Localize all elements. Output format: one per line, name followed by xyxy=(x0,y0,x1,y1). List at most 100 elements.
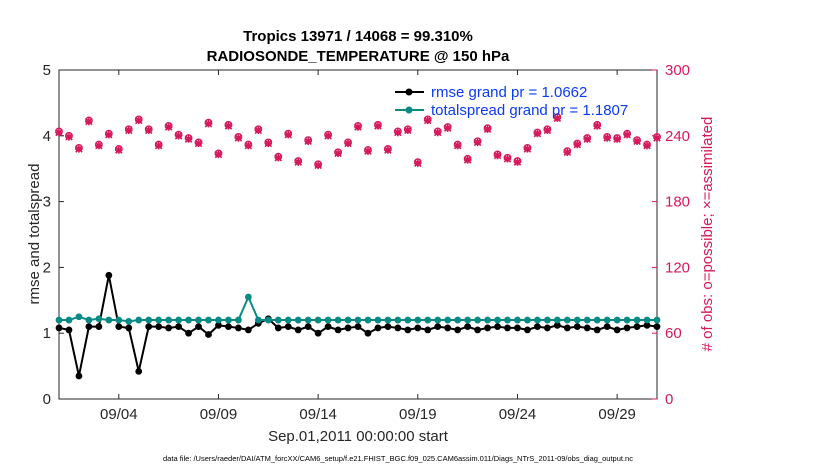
plot-area xyxy=(58,69,658,400)
totalspread-point xyxy=(115,316,123,324)
rmse-point xyxy=(284,323,292,331)
obs-assimilated-marker xyxy=(623,130,631,139)
rmse-point xyxy=(424,326,432,334)
totalspread-point xyxy=(344,316,352,324)
rmse-point xyxy=(304,323,312,331)
rmse-point xyxy=(633,323,641,331)
y-left-tick-label: 1 xyxy=(43,325,51,342)
obs-assimilated-marker xyxy=(583,135,591,143)
totalspread-point xyxy=(195,316,202,324)
x-tick-label: 09/14 xyxy=(299,406,337,423)
totalspread-point xyxy=(454,316,462,324)
obs-assimilated-marker xyxy=(144,126,153,135)
rmse-point xyxy=(225,323,232,331)
obs-assimilated-marker xyxy=(374,122,382,130)
obs-assimilated-marker xyxy=(653,134,661,142)
obs-assimilated-marker xyxy=(75,145,83,153)
rmse-point xyxy=(175,323,183,331)
y-right-tick-label: 120 xyxy=(665,259,690,276)
legend-totalspread-label: totalspread grand pr = 1.1807 xyxy=(431,102,628,119)
y-right-tick-label: 240 xyxy=(665,128,690,145)
obs-assimilated-marker xyxy=(593,122,601,130)
x-tick-label: 09/24 xyxy=(499,406,537,423)
obs-assimilated-marker xyxy=(424,116,432,125)
totalspread-point xyxy=(304,316,312,324)
obs-assimilated-marker xyxy=(533,129,542,138)
obs-assimilated-marker xyxy=(274,153,283,162)
rmse-point xyxy=(653,323,661,331)
totalspread-point xyxy=(623,316,631,324)
obs-assimilated-marker xyxy=(234,134,243,142)
obs-assimilated-marker xyxy=(443,124,452,132)
rmse-point xyxy=(75,372,83,380)
x-tick-label: 09/29 xyxy=(598,406,636,423)
totalspread-point xyxy=(374,316,382,324)
obs-assimilated-marker xyxy=(324,132,332,140)
y-right-tick-label: 0 xyxy=(665,391,673,408)
totalspread-point xyxy=(294,316,302,324)
rmse-point xyxy=(593,326,601,334)
rmse-point xyxy=(454,326,462,334)
totalspread-point xyxy=(135,316,143,324)
rmse-point xyxy=(215,321,222,329)
totalspread-point xyxy=(55,316,63,324)
totalspread-point xyxy=(613,316,621,324)
rmse-point xyxy=(603,323,611,331)
obs-assimilated-marker xyxy=(463,156,472,164)
obs-assimilated-marker xyxy=(483,125,492,133)
totalspread-point xyxy=(593,316,601,324)
totalspread-point xyxy=(95,315,103,323)
obs-assimilated-marker xyxy=(414,159,422,167)
rmse-point xyxy=(414,324,422,332)
totalspread-point xyxy=(394,316,402,324)
legend-rmse-marker xyxy=(405,88,413,96)
chart-subtitle: RADIOSONDE_TEMPERATURE @ 150 hPa xyxy=(207,48,510,65)
obs-assimilated-marker xyxy=(334,149,342,158)
series-lines xyxy=(55,271,661,380)
rmse-point xyxy=(384,323,392,331)
totalspread-point xyxy=(404,316,412,324)
rmse-point xyxy=(623,324,631,332)
totalspread-point xyxy=(314,316,322,324)
totalspread-point xyxy=(155,316,163,324)
totalspread-point xyxy=(364,316,372,324)
x-tick-label: 09/19 xyxy=(399,406,437,423)
x-axis-label: Sep.01,2011 00:00:00 start xyxy=(268,428,449,445)
obs-assimilated-marker xyxy=(134,116,143,125)
obs-assimilated-marker xyxy=(85,117,93,126)
totalspread-point xyxy=(324,316,332,324)
rmse-point xyxy=(394,324,402,332)
rmse-point xyxy=(324,323,332,331)
obs-assimilated-marker xyxy=(95,141,103,150)
obs-assimilated-marker xyxy=(433,128,442,137)
rmse-point xyxy=(125,324,133,332)
rmse-point xyxy=(504,324,511,332)
rmse-point xyxy=(55,324,63,332)
totalspread-point xyxy=(514,316,521,324)
totalspread-point xyxy=(424,316,432,324)
obs-assimilated-marker xyxy=(214,150,223,159)
x-axis: 09/04 09/09 09/14 09/19 09/24 09/29 xyxy=(100,70,636,423)
totalspread-point xyxy=(225,316,232,324)
y-axis-left: 0 1 2 3 4 5 xyxy=(43,62,64,408)
totalspread-point xyxy=(215,316,222,324)
totalspread-point xyxy=(105,316,113,324)
rmse-point xyxy=(543,324,551,332)
obs-assimilated-marker xyxy=(473,138,482,147)
obs-assimilated-marker xyxy=(125,126,133,135)
rmse-point xyxy=(484,324,491,332)
rmse-point xyxy=(553,321,561,329)
totalspread-point xyxy=(653,316,661,324)
data-file-footer: data file: /Users/raeder/DAI/ATM_forcXX/… xyxy=(163,454,633,463)
y-left-tick-label: 5 xyxy=(43,62,51,79)
obs-assimilated-marker xyxy=(105,130,113,139)
y-left-tick-label: 2 xyxy=(43,259,51,276)
totalspread-point xyxy=(494,316,501,324)
rmse-point xyxy=(105,271,113,279)
obs-assimilated-marker xyxy=(184,135,193,143)
totalspread-point xyxy=(334,316,342,324)
rmse-point xyxy=(354,323,362,331)
obs-assimilated-marker xyxy=(204,119,213,128)
rmse-point xyxy=(334,326,342,334)
